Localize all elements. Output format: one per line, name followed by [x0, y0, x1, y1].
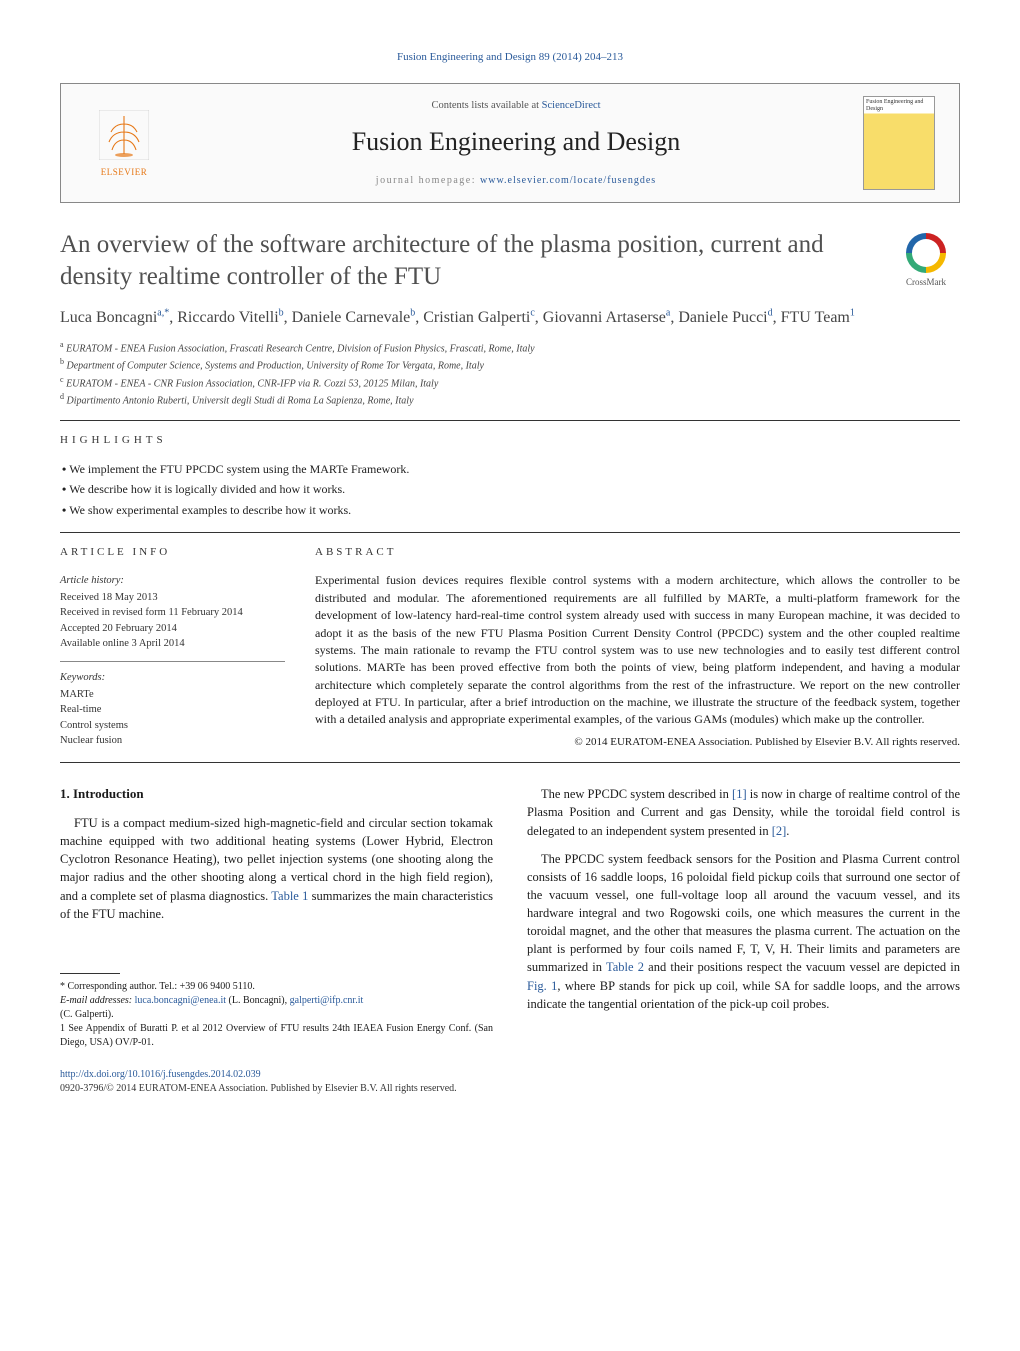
article-info-heading: ARTICLE INFO	[60, 545, 285, 561]
journal-title: Fusion Engineering and Design	[169, 124, 863, 160]
elsevier-tree-icon	[97, 108, 151, 162]
highlight-item: We show experimental examples to describ…	[62, 500, 960, 520]
footnote-rule	[60, 973, 120, 974]
ref-2-link[interactable]: [2]	[772, 824, 787, 838]
online-date: Available online 3 April 2014	[60, 636, 285, 651]
article-history-head: Article history:	[60, 573, 285, 588]
crossmark-badge[interactable]: CrossMark	[892, 233, 960, 289]
journal-cover-thumbnail: Fusion Engineering and Design	[863, 96, 935, 190]
crossmark-label: CrossMark	[906, 276, 946, 289]
author-list: Luca Boncagnia,*, Riccardo Vitellib, Dan…	[60, 306, 960, 329]
intro-paragraph-1: FTU is a compact medium-sized high-magne…	[60, 814, 493, 923]
homepage-line: journal homepage: www.elsevier.com/locat…	[169, 174, 863, 188]
col2-p1-c: .	[786, 824, 789, 838]
ref-1-link[interactable]: [1]	[732, 787, 747, 801]
article-title: An overview of the software architecture…	[60, 229, 876, 292]
keywords-head: Keywords:	[60, 670, 285, 685]
highlights-heading: HIGHLIGHTS	[60, 433, 960, 448]
crossmark-icon	[906, 233, 946, 273]
email-who-2: (C. Galperti).	[60, 1008, 493, 1022]
affiliations: a EURATOM - ENEA Fusion Association, Fra…	[60, 339, 960, 408]
email-who-1: (L. Boncagni),	[226, 995, 290, 1006]
divider	[60, 420, 960, 421]
fig-1-link[interactable]: Fig. 1	[527, 979, 557, 993]
body-column-right: The new PPCDC system described in [1] is…	[527, 785, 960, 1050]
table-1-link[interactable]: Table 1	[271, 889, 308, 903]
divider	[60, 661, 285, 662]
body-column-left: 1. Introduction FTU is a compact medium-…	[60, 785, 493, 1050]
revised-date: Received in revised form 11 February 201…	[60, 605, 285, 620]
publisher-logo-block: ELSEVIER	[79, 108, 169, 179]
doi-block: http://dx.doi.org/10.1016/j.fusengdes.20…	[60, 1068, 960, 1096]
accepted-date: Accepted 20 February 2014	[60, 621, 285, 636]
keyword-item: Nuclear fusion	[60, 733, 285, 748]
col2-paragraph-2: The PPCDC system feedback sensors for th…	[527, 850, 960, 1013]
email-label: E-mail addresses:	[60, 995, 135, 1006]
issn-copyright-line: 0920-3796/© 2014 EURATOM-ENEA Associatio…	[60, 1083, 457, 1094]
highlight-item: We describe how it is logically divided …	[62, 479, 960, 499]
col2-p2-b: and their positions respect the vacuum v…	[644, 960, 960, 974]
contents-available-line: Contents lists available at ScienceDirec…	[169, 99, 863, 114]
keywords-list: MARTeReal-timeControl systemsNuclear fus…	[60, 687, 285, 748]
corresponding-author-note: * Corresponding author. Tel.: +39 06 940…	[60, 980, 493, 994]
footnotes-block: * Corresponding author. Tel.: +39 06 940…	[60, 973, 493, 1050]
footnote-1: 1 See Appendix of Buratti P. et al 2012 …	[60, 1022, 493, 1050]
sciencedirect-link[interactable]: ScienceDirect	[542, 100, 601, 111]
highlights-list: We implement the FTU PPCDC system using …	[62, 459, 960, 520]
col2-p2-c: , where BP stands for pick up coil, whil…	[527, 979, 960, 1011]
article-info-column: ARTICLE INFO Article history: Received 1…	[60, 545, 285, 750]
abstract-text: Experimental fusion devices requires fle…	[315, 572, 960, 729]
keyword-item: Control systems	[60, 718, 285, 733]
col2-paragraph-1: The new PPCDC system described in [1] is…	[527, 785, 960, 839]
divider	[60, 762, 960, 763]
received-date: Received 18 May 2013	[60, 590, 285, 605]
email-link-2[interactable]: galperti@ifp.cnr.it	[290, 995, 364, 1006]
journal-reference: Fusion Engineering and Design 89 (2014) …	[60, 50, 960, 65]
publisher-name: ELSEVIER	[101, 166, 148, 179]
keyword-item: Real-time	[60, 702, 285, 717]
keyword-item: MARTe	[60, 687, 285, 702]
col2-p1-a: The new PPCDC system described in	[541, 787, 732, 801]
highlight-item: We implement the FTU PPCDC system using …	[62, 459, 960, 479]
contents-prefix: Contents lists available at	[431, 100, 541, 111]
homepage-prefix: journal homepage:	[376, 175, 480, 186]
doi-link[interactable]: http://dx.doi.org/10.1016/j.fusengdes.20…	[60, 1069, 261, 1080]
abstract-column: ABSTRACT Experimental fusion devices req…	[315, 545, 960, 750]
homepage-link[interactable]: www.elsevier.com/locate/fusengdes	[480, 175, 656, 186]
email-link-1[interactable]: luca.boncagni@enea.it	[135, 995, 226, 1006]
table-2-link[interactable]: Table 2	[606, 960, 644, 974]
divider	[60, 532, 960, 533]
email-addresses-line: E-mail addresses: luca.boncagni@enea.it …	[60, 994, 493, 1008]
journal-header: ELSEVIER Contents lists available at Sci…	[60, 83, 960, 203]
abstract-heading: ABSTRACT	[315, 545, 960, 560]
col2-p2-a: The PPCDC system feedback sensors for th…	[527, 852, 960, 975]
section-heading-introduction: 1. Introduction	[60, 785, 493, 804]
copyright-line: © 2014 EURATOM-ENEA Association. Publish…	[315, 735, 960, 750]
cover-title-text: Fusion Engineering and Design	[866, 99, 932, 112]
